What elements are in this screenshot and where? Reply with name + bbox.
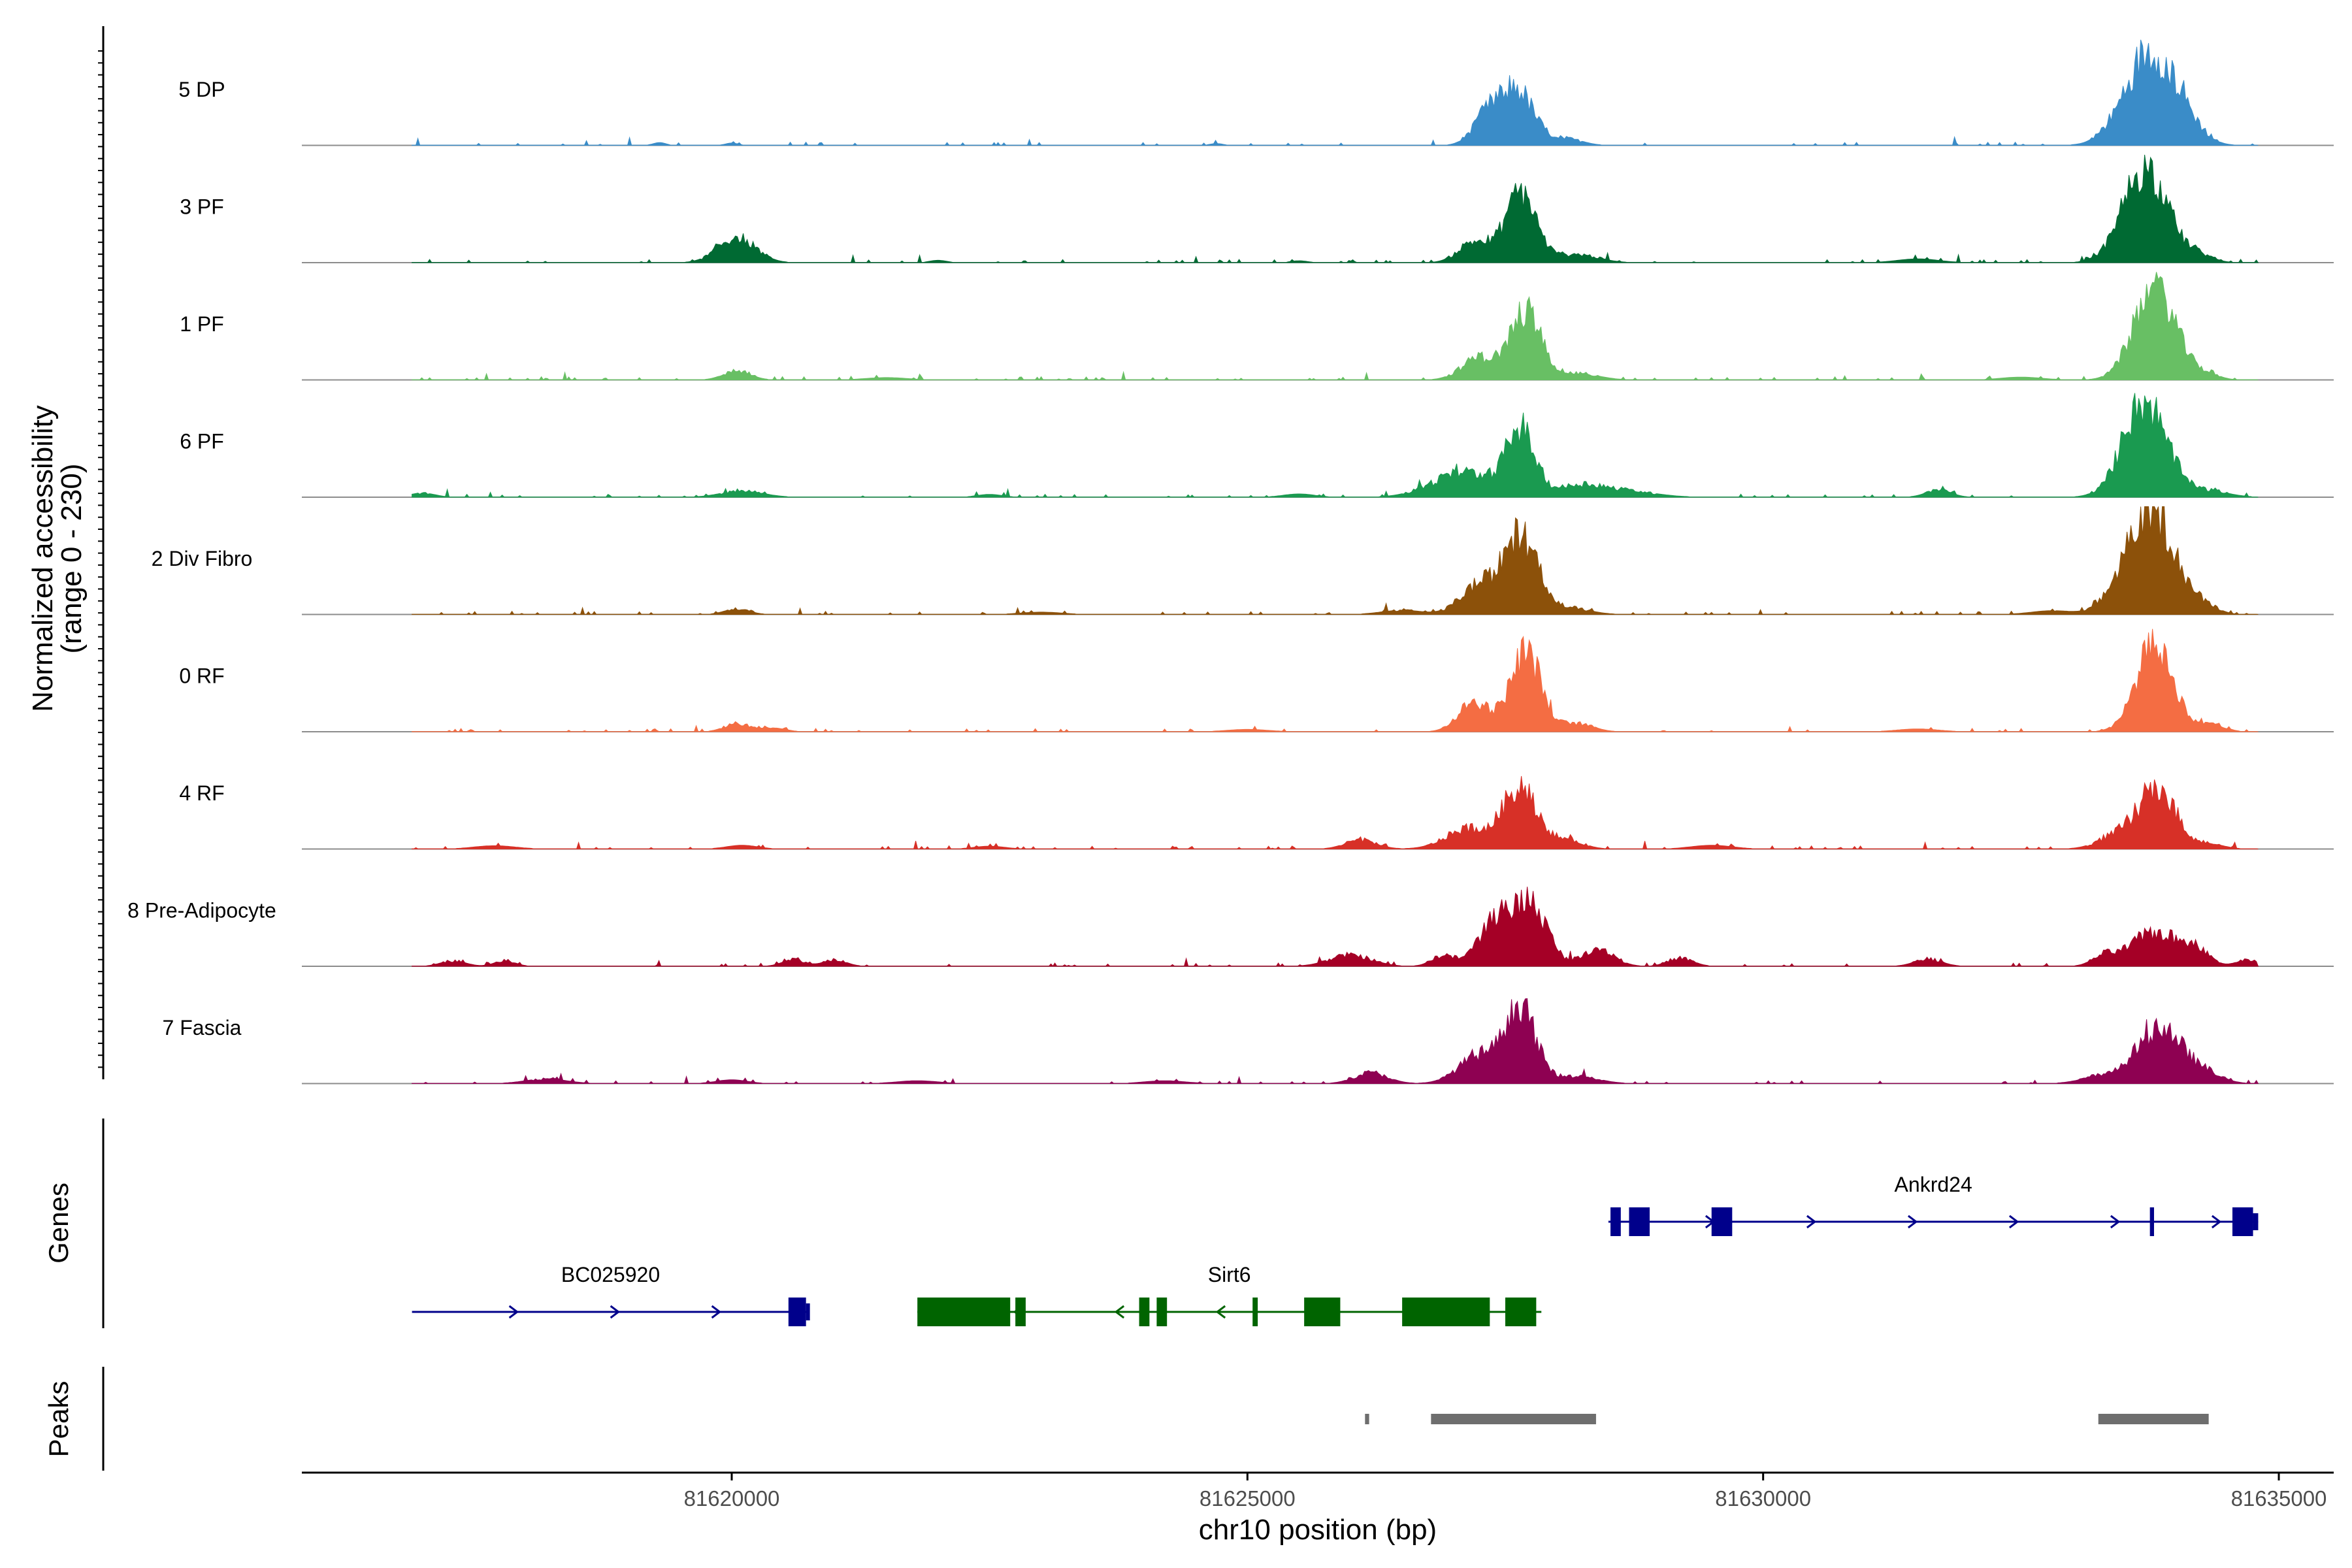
gene-sirt6: Sirt6 — [917, 1263, 1542, 1326]
gene-bc025920: BC025920 — [412, 1263, 810, 1326]
peak-region — [2098, 1414, 2209, 1424]
track-6-pf: 6 PF — [180, 393, 2334, 498]
gene-ankrd24: Ankrd24 — [1608, 1173, 2259, 1236]
gene-exon — [2149, 1207, 2154, 1236]
strand-arrow — [711, 1305, 722, 1319]
coverage-area — [412, 506, 2259, 615]
gene-exon — [1015, 1298, 1026, 1326]
gene-label: Ankrd24 — [1895, 1173, 1972, 1196]
strand-arrow — [1907, 1215, 1918, 1229]
track-2-div-fibro: 2 Div Fibro — [152, 506, 2334, 615]
gene-exon — [1402, 1298, 1490, 1326]
track-label: 5 DP — [178, 78, 225, 101]
x-axis: 81620000 81625000 81630000 81635000 — [302, 1471, 2334, 1511]
track-label: 2 Div Fibro — [152, 547, 253, 570]
peak-region — [1365, 1414, 1369, 1424]
track-label: 7 Fascia — [163, 1016, 242, 1039]
strand-arrow — [1215, 1305, 1226, 1319]
gene-annotation-track: Ankrd24 BC025920 Sirt6 — [412, 1173, 2259, 1326]
gene-exon — [1252, 1298, 1258, 1326]
gene-exon — [806, 1303, 810, 1320]
track-1-pf: 1 PF — [180, 272, 2334, 381]
gene-exon — [788, 1298, 806, 1326]
gene-label: Sirt6 — [1208, 1263, 1251, 1286]
strand-arrow — [1114, 1305, 1125, 1319]
track-0-rf: 0 RF — [179, 629, 2334, 732]
gene-exon — [1156, 1298, 1168, 1326]
x-tick-label: 81635000 — [2231, 1486, 2327, 1511]
track-8-pre-adipocyte: 8 Pre-Adipocyte — [127, 887, 2334, 967]
track-label: 3 PF — [180, 195, 224, 219]
track-4-rf: 4 RF — [179, 776, 2334, 850]
track-label: 8 Pre-Adipocyte — [127, 899, 276, 923]
strand-arrow — [2008, 1215, 2019, 1229]
coverage-area — [412, 154, 2259, 263]
gene-exon — [2253, 1213, 2259, 1230]
gene-exon — [1629, 1207, 1650, 1236]
track-7-fascia: 7 Fascia — [163, 998, 2334, 1085]
track-label: 4 RF — [179, 781, 224, 805]
strand-arrow — [2211, 1215, 2222, 1229]
strand-arrow — [1806, 1215, 1817, 1229]
gene-exon — [2232, 1207, 2253, 1236]
x-tick-label: 81620000 — [684, 1486, 780, 1511]
y-axis-title: Normalized accessibility — [27, 405, 59, 711]
gene-exon — [917, 1298, 1011, 1326]
gene-exon — [1711, 1207, 1733, 1236]
track-label: 0 RF — [179, 664, 224, 688]
coverage-area — [412, 39, 2259, 146]
track-label: 1 PF — [180, 312, 224, 336]
y-axis-ticks — [98, 50, 103, 1068]
coverage-area — [412, 272, 2259, 381]
coverage-area — [412, 887, 2259, 967]
peaks-panel-title: Peaks — [43, 1381, 74, 1458]
y-axis-range: (range 0 - 230) — [56, 463, 88, 653]
coverage-area — [412, 776, 2259, 849]
accessibility-y-axis — [98, 26, 105, 1079]
track-5-dp: 5 DP — [178, 39, 2334, 146]
track-3-pf: 3 PF — [180, 154, 2334, 263]
x-axis-title: chr10 position (bp) — [1199, 1514, 1437, 1546]
x-tick-label: 81625000 — [1200, 1486, 1296, 1511]
x-axis-ticks: 81620000 81625000 81630000 81635000 — [684, 1473, 2327, 1511]
coverage-tracks: 5 DP 3 PF 1 PF 6 PF 2 Div Fibro 0 RF 4 RF 8 Pre… — [127, 39, 2334, 1085]
gene-label: BC025920 — [561, 1263, 660, 1286]
peak-region — [1431, 1414, 1596, 1424]
peaks-track — [1365, 1414, 2209, 1424]
genes-panel-title: Genes — [43, 1183, 74, 1264]
strand-arrow — [610, 1305, 621, 1319]
coverage-area — [412, 393, 2259, 498]
coverage-area — [412, 629, 2259, 732]
gene-exon — [1304, 1298, 1341, 1326]
track-label: 6 PF — [180, 430, 224, 453]
strand-arrow — [508, 1305, 519, 1319]
gene-exon — [1139, 1298, 1150, 1326]
strand-arrow — [2110, 1215, 2121, 1229]
gene-exon — [1505, 1298, 1537, 1326]
coverage-area — [412, 998, 2259, 1084]
x-tick-label: 81630000 — [1715, 1486, 1811, 1511]
gene-exon — [1610, 1207, 1621, 1236]
